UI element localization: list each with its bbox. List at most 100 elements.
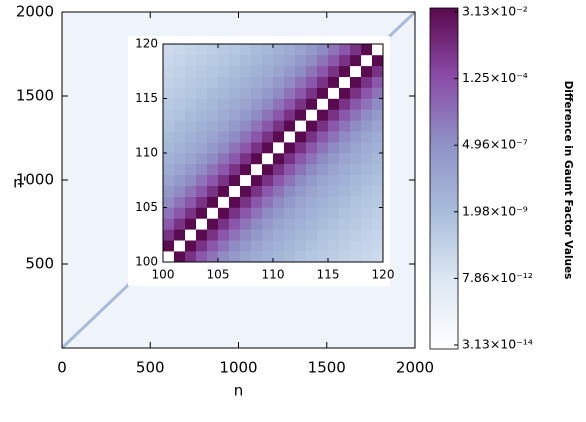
heatmap-cell <box>240 76 252 88</box>
heatmap-cell <box>262 251 274 263</box>
heatmap-cell <box>262 131 274 143</box>
heatmap-cell <box>174 185 186 197</box>
heatmap-cell <box>306 240 318 252</box>
heatmap-cell <box>339 65 351 77</box>
heatmap-cell <box>207 251 219 263</box>
colorbar-tick-label: 3.13×10⁻¹⁴ <box>462 337 533 352</box>
heatmap-cell <box>372 163 384 176</box>
heatmap-cell <box>295 65 307 77</box>
heatmap-cell <box>262 163 274 176</box>
heatmap-cell <box>350 76 362 88</box>
heatmap-cell <box>240 207 252 219</box>
heatmap-cell <box>339 44 351 56</box>
heatmap-cell <box>229 185 241 197</box>
y-tick-label: 1500 <box>16 87 54 105</box>
heatmap-cell <box>185 44 197 56</box>
heatmap-cell <box>229 44 241 56</box>
heatmap-cell <box>284 142 296 154</box>
heatmap-cell <box>262 153 274 165</box>
heatmap-cell <box>207 54 219 67</box>
heatmap-cell <box>262 218 274 230</box>
heatmap-cell <box>251 174 263 186</box>
heatmap-cell <box>306 196 318 208</box>
heatmap-cell <box>251 54 263 67</box>
heatmap-cell <box>218 207 230 219</box>
heatmap-cell <box>284 174 296 186</box>
heatmap-cell <box>218 44 230 56</box>
heatmap-cell <box>174 229 186 241</box>
heatmap-cell <box>185 163 197 176</box>
heatmap-cell <box>185 98 197 110</box>
colorbar-tick-label: 7.86×10⁻¹² <box>462 270 533 285</box>
heatmap-cell <box>284 196 296 208</box>
heatmap-cell <box>251 98 263 110</box>
heatmap-cell <box>317 196 329 208</box>
heatmap-cell <box>273 131 285 143</box>
heatmap-cell <box>240 240 252 252</box>
heatmap-cell <box>284 131 296 143</box>
heatmap-cell <box>317 207 329 219</box>
x-tick-label: 1000 <box>219 359 257 377</box>
heatmap-cell <box>306 229 318 241</box>
heatmap-cell <box>361 87 373 99</box>
heatmap-cell <box>339 131 351 143</box>
heatmap-cell <box>317 153 329 165</box>
heatmap-cell <box>273 240 285 252</box>
colorbar-tick-label: 4.96×10⁻⁷ <box>462 137 528 152</box>
heatmap-cell <box>207 98 219 110</box>
heatmap-cell <box>251 153 263 165</box>
heatmap-cell <box>273 54 285 67</box>
heatmap-cell <box>185 185 197 197</box>
heatmap-cell <box>240 196 252 208</box>
heatmap-cell <box>350 218 362 230</box>
heatmap-cell <box>163 251 175 263</box>
heatmap-cell <box>295 229 307 241</box>
heatmap-cell <box>317 251 329 263</box>
heatmap-cell <box>328 142 340 154</box>
heatmap-cell <box>273 109 285 121</box>
heatmap-cell <box>163 218 175 230</box>
heatmap-cell <box>273 98 285 110</box>
heatmap-cell <box>207 196 219 208</box>
heatmap-cell <box>207 229 219 241</box>
heatmap-cell <box>295 54 307 67</box>
heatmap-cell <box>284 163 296 176</box>
heatmap-cell <box>185 196 197 208</box>
heatmap-cell <box>163 174 175 186</box>
heatmap-cell <box>328 207 340 219</box>
heatmap-cell <box>185 153 197 165</box>
heatmap-cell <box>284 207 296 219</box>
heatmap-cell <box>240 120 252 132</box>
heatmap-cell <box>196 131 208 143</box>
heatmap-cell <box>240 142 252 154</box>
heatmap-cell <box>229 240 241 252</box>
heatmap-cell <box>295 163 307 176</box>
plot-frame <box>61 11 416 349</box>
heatmap-cell <box>361 120 373 132</box>
heatmap-cell <box>350 120 362 132</box>
heatmap-cell <box>196 98 208 110</box>
heatmap-cell <box>163 109 175 121</box>
heatmap-cell <box>372 76 384 88</box>
heatmap-cell <box>284 185 296 197</box>
heatmap-cell <box>251 142 263 154</box>
heatmap-cell <box>185 131 197 143</box>
heatmap-cell <box>196 142 208 154</box>
heatmap-cell <box>339 76 351 88</box>
heatmap-cell <box>229 163 241 176</box>
heatmap-cell <box>339 251 351 263</box>
heatmap-cell <box>229 120 241 132</box>
heatmap-cell <box>295 174 307 186</box>
heatmap-cell <box>207 207 219 219</box>
heatmap-cell <box>262 109 274 121</box>
heatmap-cell <box>295 196 307 208</box>
heatmap-cell <box>328 76 340 88</box>
heatmap-cell <box>185 120 197 132</box>
heatmap-cell <box>372 109 384 121</box>
heatmap-cell <box>174 142 186 154</box>
heatmap-cell <box>339 153 351 165</box>
heatmap-cell <box>218 109 230 121</box>
heatmap-cell <box>317 240 329 252</box>
heatmap-cell <box>174 174 186 186</box>
